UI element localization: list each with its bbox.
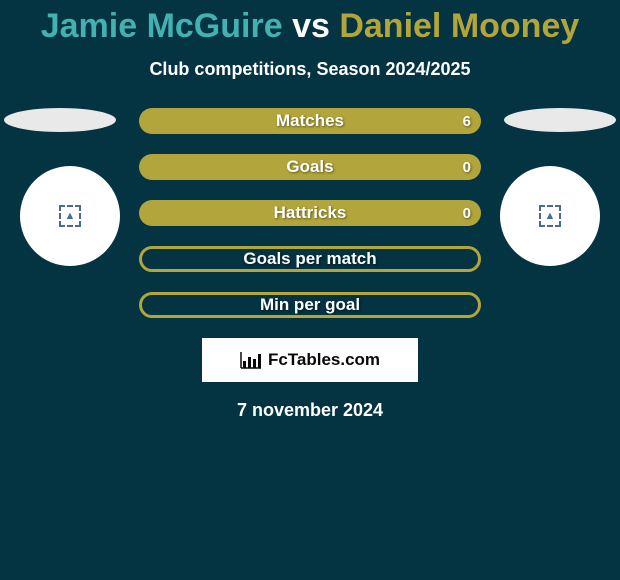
stat-value-player2: 6 bbox=[453, 108, 481, 134]
stat-bars: Matches6Goals0Hattricks0Goals per matchM… bbox=[139, 108, 481, 318]
title-vs: vs bbox=[292, 7, 330, 45]
source-badge: FcTables.com bbox=[202, 338, 418, 382]
stat-row: Hattricks0 bbox=[139, 200, 481, 226]
title-player2: Daniel Mooney bbox=[339, 7, 579, 45]
placeholder-glyph: ▲ bbox=[65, 210, 76, 222]
stat-row: Min per goal bbox=[139, 292, 481, 318]
stat-value-player2: 0 bbox=[453, 154, 481, 180]
placeholder-glyph: ▲ bbox=[545, 210, 556, 222]
stat-label: Min per goal bbox=[142, 295, 478, 315]
stat-value-player2: 0 bbox=[453, 200, 481, 226]
source-text: FcTables.com bbox=[268, 350, 380, 370]
player1-avatar: ▲ bbox=[20, 166, 120, 266]
player1-name-plate bbox=[4, 108, 116, 132]
stat-row: Goals0 bbox=[139, 154, 481, 180]
stat-row: Goals per match bbox=[139, 246, 481, 272]
stat-label: Goals per match bbox=[142, 249, 478, 269]
player2-name-plate bbox=[504, 108, 616, 132]
date-text: 7 november 2024 bbox=[0, 400, 620, 421]
page-title: Jamie McGuire vs Daniel Mooney bbox=[0, 0, 620, 45]
player2-avatar: ▲ bbox=[500, 166, 600, 266]
placeholder-image-icon: ▲ bbox=[59, 205, 81, 227]
compare-area: ▲ ▲ Matches6Goals0Hattricks0Goals per ma… bbox=[0, 108, 620, 318]
stat-label: Hattricks bbox=[139, 200, 481, 226]
title-player1: Jamie McGuire bbox=[41, 7, 283, 45]
placeholder-image-icon: ▲ bbox=[539, 205, 561, 227]
bar-chart-icon bbox=[240, 351, 262, 369]
stat-row: Matches6 bbox=[139, 108, 481, 134]
comparison-card: Jamie McGuire vs Daniel Mooney Club comp… bbox=[0, 0, 620, 580]
stat-label: Goals bbox=[139, 154, 481, 180]
stat-label: Matches bbox=[139, 108, 481, 134]
subtitle: Club competitions, Season 2024/2025 bbox=[0, 59, 620, 80]
